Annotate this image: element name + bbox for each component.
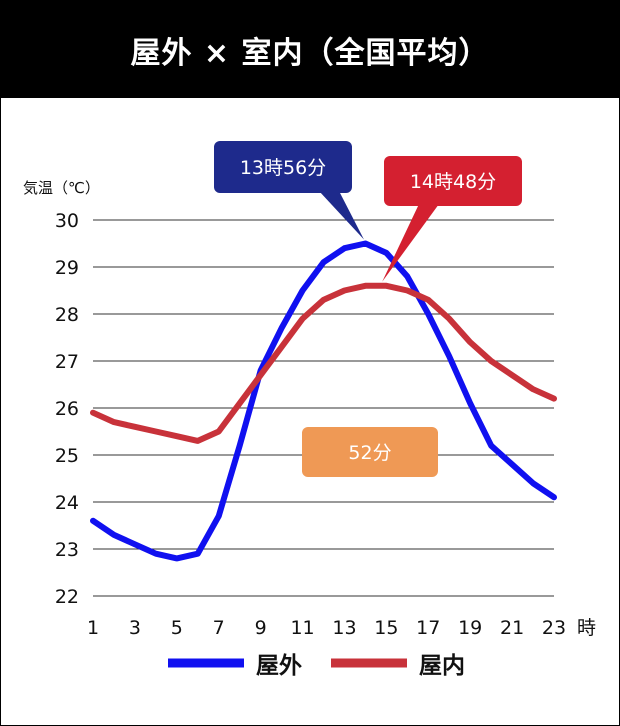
- y-tick-label-23: 23: [55, 539, 79, 561]
- indoor-peak-box: [384, 156, 522, 206]
- outdoor-peak-label: 13時56分: [240, 157, 326, 179]
- outdoor-peak-box: [214, 141, 352, 193]
- x-axis-unit-label: 時: [577, 617, 596, 639]
- x-tick-label-19: 19: [458, 617, 482, 639]
- x-tick-label-15: 15: [374, 617, 398, 639]
- lag-badge: 52分: [302, 427, 438, 477]
- x-tick-label-21: 21: [500, 617, 524, 639]
- grid-lines: [93, 219, 554, 597]
- series-line-outdoor: [90, 240, 557, 562]
- x-tick-label-23: 23: [542, 617, 566, 639]
- x-tick-label-1: 1: [87, 617, 99, 639]
- legend: 屋外 屋内: [168, 652, 465, 679]
- lag-badge-label: 52分: [348, 442, 391, 464]
- y-tick-label-25: 25: [55, 445, 79, 467]
- chart-title: 屋外 × 室内（全国平均）: [1, 1, 619, 98]
- y-axis-ticks: 22 23 24 25 26 27 28 29 30: [55, 210, 79, 608]
- outdoor-peak-callout: 13時56分: [214, 141, 364, 240]
- series-lines: [90, 240, 557, 562]
- legend-label-indoor: 屋内: [419, 653, 465, 679]
- y-tick-label-30: 30: [55, 210, 79, 232]
- x-tick-label-13: 13: [332, 617, 356, 639]
- x-tick-label-11: 11: [290, 617, 314, 639]
- y-tick-label-22: 22: [55, 586, 79, 608]
- y-tick-label-27: 27: [55, 351, 79, 373]
- x-tick-label-17: 17: [416, 617, 440, 639]
- lag-badge-box: [302, 427, 438, 477]
- y-tick-label-28: 28: [55, 304, 79, 326]
- indoor-peak-pointer: [382, 204, 439, 282]
- y-axis-label: 気温（℃）: [23, 179, 100, 197]
- y-tick-label-24: 24: [55, 492, 79, 514]
- indoor-peak-callout: 14時48分: [382, 156, 522, 282]
- x-tick-label-7: 7: [213, 617, 225, 639]
- indoor-peak-label: 14時48分: [410, 171, 496, 193]
- x-tick-label-9: 9: [255, 617, 267, 639]
- series-line-indoor: [90, 282, 557, 444]
- legend-label-outdoor: 屋外: [256, 652, 302, 679]
- outdoor-peak-pointer: [319, 191, 364, 240]
- x-tick-label-3: 3: [129, 617, 141, 639]
- x-axis-ticks: 1 3 5 7 9 11 13 15 17 19 21 23: [87, 617, 566, 639]
- y-tick-label-29: 29: [55, 257, 79, 279]
- x-tick-label-5: 5: [171, 617, 183, 639]
- y-tick-label-26: 26: [55, 398, 79, 420]
